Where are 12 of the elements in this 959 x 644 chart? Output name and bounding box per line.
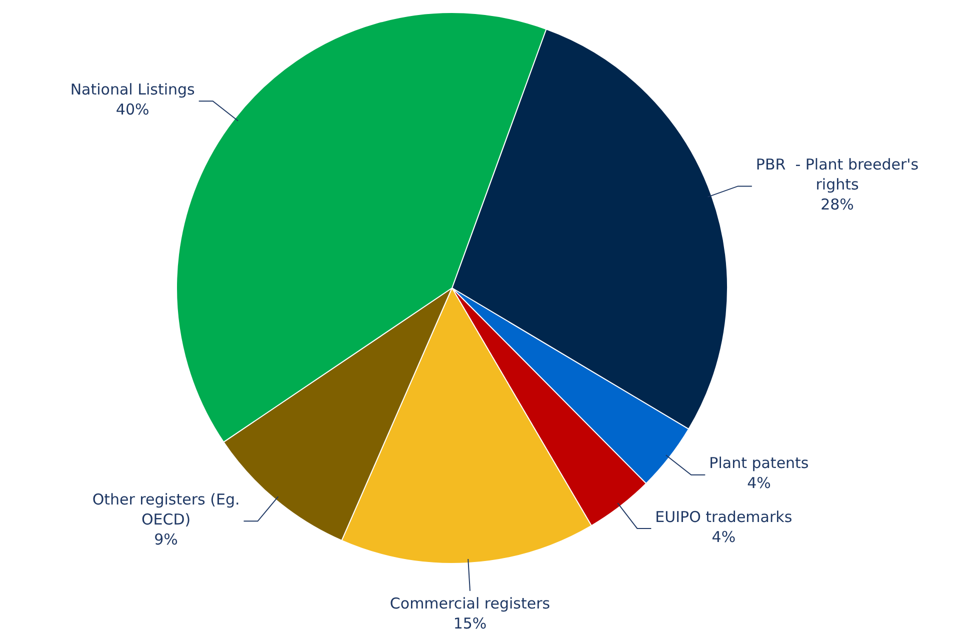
slice-label: Other registers (Eg. OECD) xyxy=(92,490,240,529)
slice-label: National Listings xyxy=(70,80,196,99)
data-label: 4% xyxy=(747,474,771,492)
slice-label: PBR - Plant breeder's rights xyxy=(756,156,919,194)
slice-label: Commercial registers xyxy=(390,594,550,612)
data-label: 15% xyxy=(453,614,487,632)
data-label: 40% xyxy=(116,100,150,119)
data-label: 9% xyxy=(154,530,178,549)
slice-label: Plant patents xyxy=(709,454,809,472)
slice-label: EUIPO trademarks xyxy=(655,508,792,526)
data-label: 28% xyxy=(820,196,854,214)
data-label: 4% xyxy=(712,528,736,546)
